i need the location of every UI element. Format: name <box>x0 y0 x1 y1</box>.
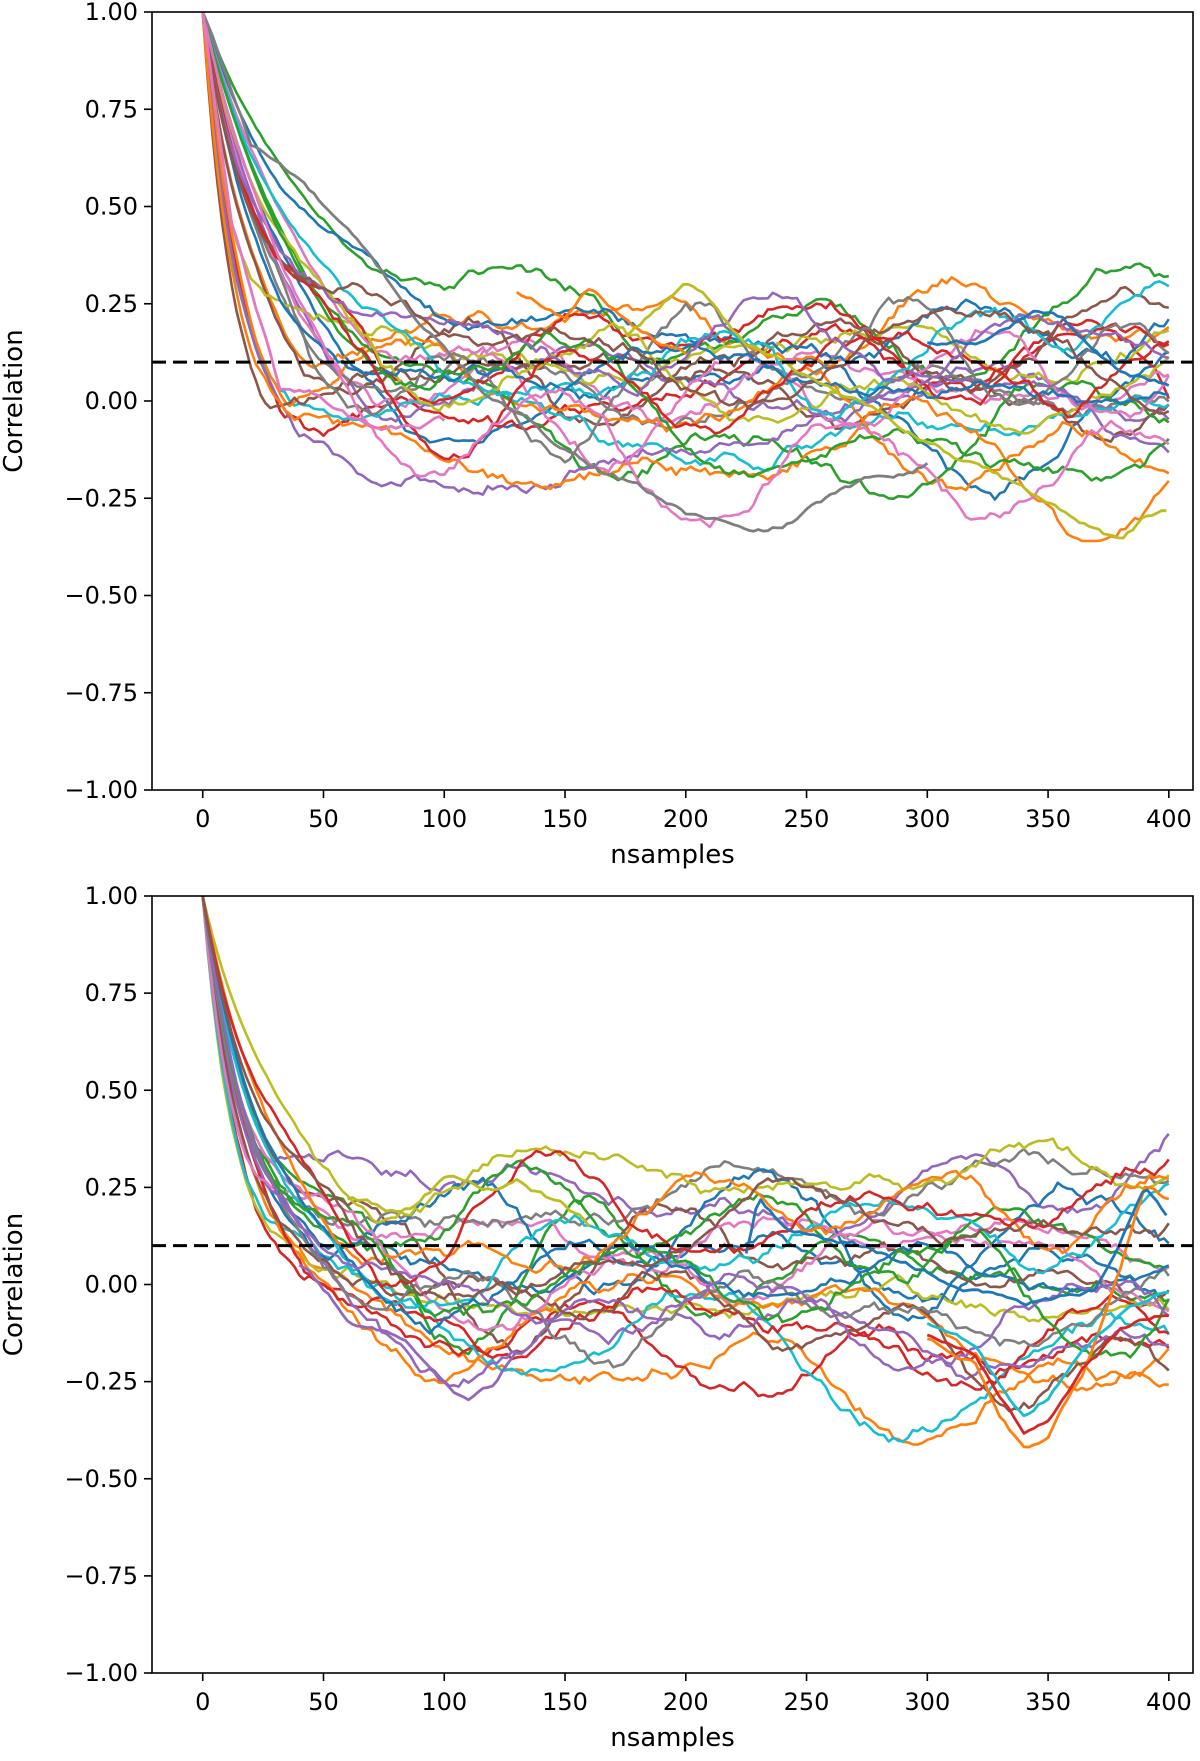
series-line <box>201 12 1170 496</box>
series-line <box>201 896 1170 1274</box>
y-tick-label: 0.00 <box>85 387 138 415</box>
y-tick-label: −0.25 <box>64 1368 138 1396</box>
x-tick-label: 350 <box>1025 1688 1071 1716</box>
x-tick-label: 300 <box>904 1688 950 1716</box>
x-tick-label: 250 <box>784 1688 830 1716</box>
series-line <box>201 896 1170 1413</box>
series-line <box>201 12 1170 482</box>
series-line-highlight <box>744 1188 1168 1307</box>
series-line <box>201 12 1170 365</box>
series-line-highlight <box>201 12 929 533</box>
series-line <box>201 12 1170 464</box>
series-line <box>201 896 1169 1446</box>
y-tick-label: 0.50 <box>85 193 138 221</box>
x-tick-label: 300 <box>904 805 950 833</box>
series-line <box>201 896 1170 1369</box>
y-axis-label: Correlation <box>0 329 29 472</box>
series-line <box>201 896 1170 1288</box>
y-tick-label: 0.75 <box>85 979 138 1007</box>
series-line <box>201 896 1169 1388</box>
x-axis-label: nsamples <box>610 1723 735 1753</box>
series-line <box>201 896 1170 1354</box>
series-line <box>201 12 1170 543</box>
y-tick-label: −1.00 <box>64 776 138 804</box>
series-group <box>201 896 1170 1449</box>
series-line <box>201 896 1170 1274</box>
y-axis-label: Correlation <box>0 1213 29 1356</box>
series-line <box>201 12 1170 421</box>
series-line <box>201 12 1170 406</box>
series-line <box>201 896 1169 1304</box>
x-axis-label: nsamples <box>610 840 735 870</box>
series-line <box>201 896 1169 1356</box>
x-tick-label: 0 <box>195 805 210 833</box>
y-tick-label: 0.25 <box>85 290 138 318</box>
x-tick-label: 50 <box>308 805 339 833</box>
y-tick-label: −1.00 <box>64 1659 138 1687</box>
y-tick-label: 0.50 <box>85 1076 138 1104</box>
x-tick-label: 200 <box>663 805 709 833</box>
series-line <box>201 12 1170 430</box>
series-line <box>201 12 1170 370</box>
series-line-highlight <box>926 1290 1169 1418</box>
chart-2: 0 50 100 150 200 250 300 350 400 1.00 0.75 0.50 0.25… <box>0 882 1194 1753</box>
series-line <box>201 896 1170 1229</box>
series-line-highlight <box>515 288 687 356</box>
y-tick-label: 1.00 <box>85 882 138 910</box>
series-line <box>201 12 1170 461</box>
y-tick-label: 0.00 <box>85 1271 138 1299</box>
series-line-highlight <box>926 1314 1169 1435</box>
x-tick-label: 100 <box>421 1688 467 1716</box>
series-group <box>201 12 1170 543</box>
x-tick-label: 400 <box>1146 1688 1192 1716</box>
x-tick-label: 150 <box>542 805 588 833</box>
x-tick-label: 150 <box>542 1688 588 1716</box>
series-line <box>201 896 1170 1372</box>
series-line <box>201 896 1170 1225</box>
series-line <box>201 896 1170 1332</box>
series-line <box>201 12 1170 529</box>
series-line <box>201 12 1170 406</box>
y-tick-label: 0.25 <box>85 1173 138 1201</box>
series-line <box>201 12 1170 501</box>
y-tick-label: −0.75 <box>64 1562 138 1590</box>
series-line <box>201 896 1170 1443</box>
series-line <box>201 12 1170 415</box>
series-line-highlight <box>201 12 446 432</box>
x-tick-label: 50 <box>308 1688 339 1716</box>
x-tick-label: 0 <box>195 1688 210 1716</box>
series-line <box>201 12 1170 435</box>
series-line-highlight <box>927 309 1170 387</box>
series-line <box>201 896 1170 1359</box>
series-line <box>201 12 1170 397</box>
x-tick-label: 350 <box>1025 805 1071 833</box>
x-tick-label: 250 <box>784 805 830 833</box>
y-tick-label: 0.75 <box>85 95 138 123</box>
y-tick-label: −0.50 <box>64 582 138 610</box>
series-line-highlight <box>927 1185 1170 1449</box>
x-tick-label: 100 <box>421 805 467 833</box>
series-line <box>201 12 1170 437</box>
chart-1: 0 50 100 150 200 250 300 350 400 1.00 0.75 0.50 0.25… <box>0 0 1194 870</box>
series-line-highlight <box>347 1174 591 1228</box>
series-line <box>201 896 1170 1391</box>
series-line <box>201 12 1170 473</box>
y-tick-label: −0.75 <box>64 679 138 707</box>
x-tick-label: 400 <box>1146 805 1192 833</box>
x-tick-label: 200 <box>663 1688 709 1716</box>
y-tick-label: −0.50 <box>64 1465 138 1493</box>
series-line <box>201 896 1170 1335</box>
series-line-highlight <box>624 282 1167 540</box>
series-line <box>201 12 1169 410</box>
y-tick-label: −0.25 <box>64 484 138 512</box>
series-line-highlight <box>298 1263 518 1402</box>
y-tick-label: 1.00 <box>85 0 138 26</box>
